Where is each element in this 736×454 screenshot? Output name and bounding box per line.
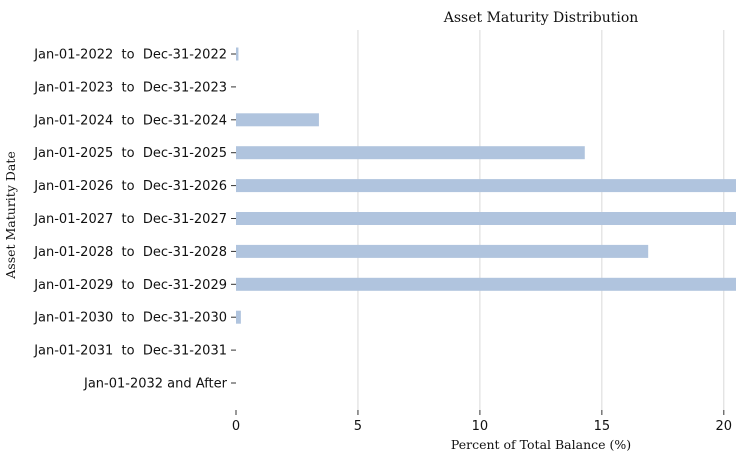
y-tick-label-6: Jan-01-2028 to Dec-31-2028 (33, 245, 227, 260)
y-tick-label-3: Jan-01-2025 to Dec-31-2025 (33, 146, 227, 161)
y-tick-label-10: Jan-01-2032 and After (83, 377, 228, 392)
y-tick-label-1: Jan-01-2023 to Dec-31-2023 (33, 80, 227, 95)
x-tick-label-1: 5 (354, 419, 362, 434)
y-axis: Jan-01-2022 to Dec-31-2022 Jan-01-2023 to… (33, 48, 236, 392)
x-axis: 0 5 10 15 20 (232, 410, 732, 434)
bar-0 (236, 47, 239, 61)
x-tick-label-3: 15 (594, 419, 611, 434)
bar-7 (236, 277, 736, 291)
y-tick-label-2: Jan-01-2024 to Dec-31-2024 (33, 113, 227, 128)
y-axis-label: Asset Maturity Date (3, 151, 18, 280)
bar-3 (236, 146, 585, 160)
x-tick-label-0: 0 (232, 419, 240, 434)
x-tick-label-2: 10 (472, 419, 489, 434)
y-tick-label-4: Jan-01-2026 to Dec-31-2026 (33, 179, 227, 194)
y-tick-label-9: Jan-01-2031 to Dec-31-2031 (33, 344, 227, 359)
bar-2 (236, 113, 319, 127)
bar-8 (236, 310, 241, 324)
x-axis-label: Percent of Total Balance (%) (451, 437, 631, 452)
y-tick-label-8: Jan-01-2030 to Dec-31-2030 (33, 311, 227, 326)
bars (236, 47, 736, 324)
x-tick-label-4: 20 (716, 419, 733, 434)
bar-4 (236, 179, 736, 193)
y-tick-label-5: Jan-01-2027 to Dec-31-2027 (33, 212, 227, 227)
y-tick-label-0: Jan-01-2022 to Dec-31-2022 (33, 48, 227, 63)
bar-5 (236, 212, 736, 225)
bar-6 (236, 244, 649, 258)
y-tick-label-7: Jan-01-2029 to Dec-31-2029 (33, 278, 227, 293)
chart-title: Asset Maturity Distribution (443, 10, 639, 26)
